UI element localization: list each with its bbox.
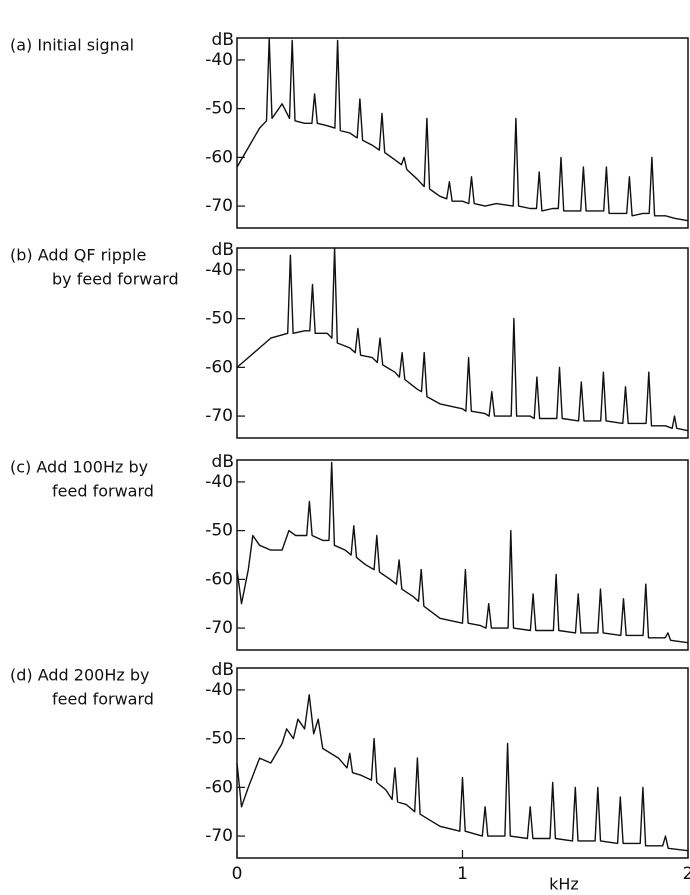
y-tick-label: -50 — [205, 309, 233, 329]
panel-label: (b) Add QF ripple — [10, 246, 146, 265]
panel-frame — [236, 459, 689, 651]
panel-label: feed forward — [52, 482, 154, 501]
panel-label: by feed forward — [52, 270, 179, 289]
x-tick-label: 2 — [683, 864, 690, 884]
y-tick-label: -70 — [205, 826, 233, 846]
y-axis-label: dB — [212, 660, 234, 680]
panel-label: (c) Add 100Hz by — [10, 458, 148, 477]
y-tick-label: -60 — [205, 147, 233, 167]
spectrum-line — [236, 37, 689, 222]
panel-label: feed forward — [52, 690, 154, 709]
y-tick-label: -50 — [205, 99, 233, 119]
panel-label: (d) Add 200Hz by — [10, 666, 149, 685]
y-tick-label: -50 — [205, 729, 233, 749]
y-tick-label: -40 — [205, 260, 233, 280]
y-tick-label: -50 — [205, 521, 233, 541]
y-tick-label: -40 — [205, 680, 233, 700]
y-axis-label: dB — [212, 30, 234, 50]
panel-frame — [236, 247, 689, 439]
y-tick-label: -60 — [205, 357, 233, 377]
y-tick-label: -40 — [205, 50, 233, 70]
y-tick-label: -70 — [205, 196, 233, 216]
y-tick-label: -70 — [205, 406, 233, 426]
panel-frame — [236, 667, 689, 859]
x-tick-label: 1 — [457, 864, 468, 884]
x-tick-label: 0 — [232, 864, 243, 884]
spectrum-line — [236, 247, 689, 432]
panel-label: (a) Initial signal — [10, 36, 134, 55]
spectrum-line — [236, 461, 689, 644]
x-axis-label: kHz — [549, 875, 579, 894]
panel-frame — [236, 37, 689, 229]
y-tick-label: -70 — [205, 618, 233, 638]
y-axis-label: dB — [212, 240, 234, 260]
y-tick-label: -60 — [205, 569, 233, 589]
spectrum-line — [236, 694, 689, 852]
y-tick-label: -40 — [205, 472, 233, 492]
y-axis-label: dB — [212, 452, 234, 472]
y-tick-label: -60 — [205, 777, 233, 797]
